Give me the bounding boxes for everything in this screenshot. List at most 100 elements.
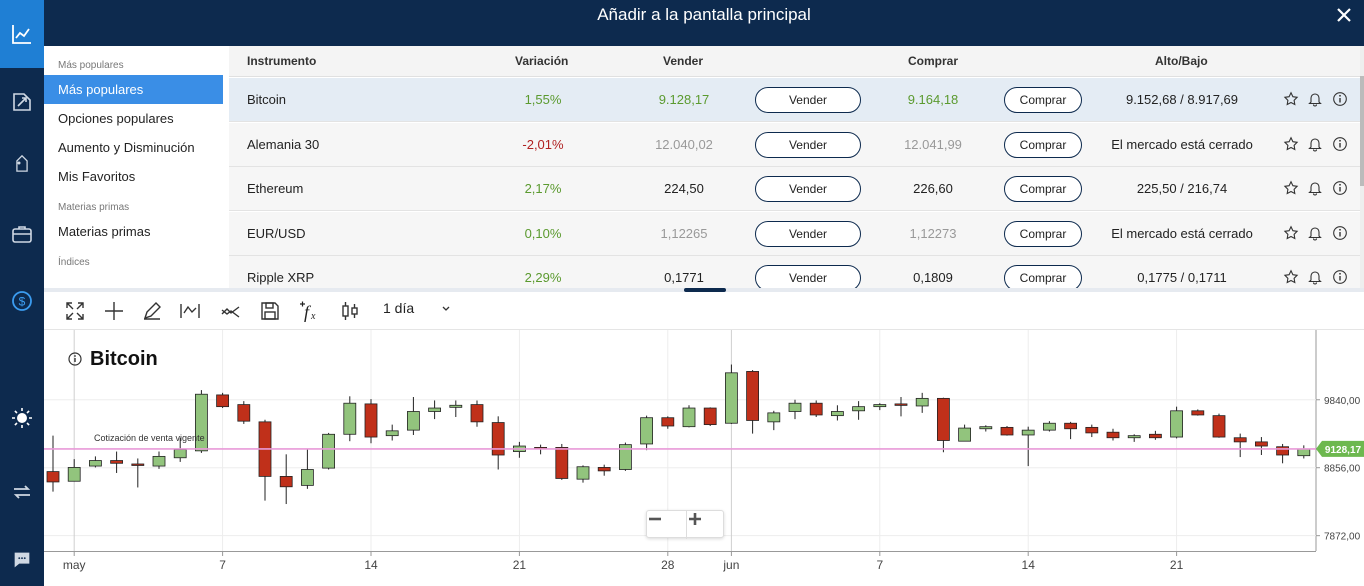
table-row[interactable]: Ethereum 2,17% 224,50 Vender 226,60 Comprar 22… <box>229 167 1360 211</box>
candle-body[interactable] <box>725 372 738 424</box>
candle-body[interactable] <box>746 371 759 421</box>
candle-body[interactable] <box>300 469 314 486</box>
candle-body[interactable] <box>788 402 802 412</box>
favorite-button[interactable] <box>1283 136 1299 152</box>
fullscreen-button[interactable] <box>63 299 87 323</box>
chart-info-button[interactable] <box>68 352 82 366</box>
candle-body[interactable] <box>1043 422 1056 431</box>
alert-button[interactable] <box>1307 180 1323 196</box>
rail-switch-button[interactable] <box>0 470 44 514</box>
rail-portfolio-button[interactable] <box>0 212 44 256</box>
candle-body[interactable] <box>1297 448 1311 457</box>
favorite-button[interactable] <box>1283 225 1299 241</box>
header-instrument[interactable]: Instrumento <box>247 54 317 68</box>
candle-body[interactable] <box>1276 446 1289 456</box>
header-sell[interactable]: Vender <box>663 54 704 68</box>
candle-body[interactable] <box>894 403 908 406</box>
table-row[interactable]: Alemania 30 -2,01% 12.040,02 Vender 12.041,9… <box>229 122 1360 167</box>
sell-button[interactable]: Vender <box>755 131 861 158</box>
rail-funds-button[interactable]: $ <box>0 279 44 323</box>
interval-select[interactable]: 1 día <box>383 300 415 316</box>
buy-button[interactable]: Comprar <box>1004 131 1082 158</box>
candle-body[interactable] <box>237 404 251 422</box>
buy-button[interactable]: Comprar <box>1004 265 1082 288</box>
candle-body[interactable] <box>640 417 653 445</box>
candle-body[interactable] <box>110 460 123 464</box>
indicators-button[interactable] <box>219 299 243 323</box>
sell-button[interactable]: Vender <box>755 87 861 113</box>
candle-body[interactable] <box>1255 441 1268 447</box>
header-highlow[interactable]: Alto/Bajo <box>1155 54 1208 68</box>
zoom-in-button[interactable] <box>686 511 724 539</box>
candle-body[interactable] <box>1085 426 1099 434</box>
candle-body[interactable] <box>597 467 611 472</box>
rail-trades-button[interactable] <box>0 80 44 124</box>
candle-body[interactable] <box>343 402 357 435</box>
scrollbar-thumb[interactable] <box>1360 76 1364 186</box>
table-scrollbar[interactable] <box>1360 46 1364 288</box>
candle-body[interactable] <box>831 411 844 417</box>
candle-body[interactable] <box>216 394 230 408</box>
candle-body[interactable] <box>173 449 187 459</box>
compare-button[interactable] <box>338 299 362 323</box>
sell-button[interactable]: Vender <box>755 220 861 247</box>
candle-body[interactable] <box>1064 422 1077 430</box>
candle-body[interactable] <box>1149 433 1162 439</box>
category-item[interactable]: Aumento y Disminución <box>58 140 195 155</box>
alert-button[interactable] <box>1307 269 1323 285</box>
candle-body[interactable] <box>152 455 166 467</box>
category-item[interactable]: Más populares <box>44 75 223 104</box>
candle-body[interactable] <box>1170 410 1183 438</box>
candle-body[interactable] <box>470 404 484 423</box>
candle-body[interactable] <box>364 403 378 438</box>
header-buy[interactable]: Comprar <box>908 54 959 68</box>
candle-body[interactable] <box>619 444 632 470</box>
candle-body[interactable] <box>279 476 293 488</box>
candle-body[interactable] <box>89 460 102 467</box>
rail-tag-button[interactable] <box>0 144 44 188</box>
candle-body[interactable] <box>46 471 60 483</box>
alert-button[interactable] <box>1307 91 1323 107</box>
alert-button[interactable] <box>1307 136 1323 152</box>
candle-body[interactable] <box>1127 435 1141 439</box>
favorite-button[interactable] <box>1283 91 1299 107</box>
rail-chat-button[interactable] <box>0 538 44 582</box>
instrument-info-button[interactable] <box>1332 91 1348 107</box>
table-row[interactable]: Bitcoin 1,55% 9.128,17 Vender 9.164,18 Compra… <box>229 78 1360 122</box>
candle-body[interactable] <box>1021 429 1035 436</box>
candle-body[interactable] <box>703 407 717 426</box>
candle-body[interactable] <box>873 404 887 408</box>
favorite-button[interactable] <box>1283 180 1299 196</box>
interval-dropdown[interactable] <box>439 301 453 315</box>
candle-body[interactable] <box>958 427 971 442</box>
crosshair-button[interactable] <box>102 299 126 323</box>
candlestick-chart[interactable]: 9840,00 8856,00 7872,00 may 7 14 21 28 jun 7 14 21 C… <box>44 330 1364 586</box>
buy-button[interactable]: Comprar <box>1004 220 1082 247</box>
resize-handle[interactable] <box>684 288 726 292</box>
sell-button[interactable]: Vender <box>755 265 861 288</box>
candle-body[interactable] <box>1000 426 1014 436</box>
candle-body[interactable] <box>67 467 81 482</box>
buy-button[interactable]: Comprar <box>1004 176 1082 202</box>
zoom-out-button[interactable] <box>647 511 685 539</box>
candle-body[interactable] <box>385 430 399 437</box>
candle-body[interactable] <box>194 393 208 452</box>
close-button[interactable] <box>1334 5 1354 25</box>
candle-body[interactable] <box>1106 431 1120 439</box>
instrument-info-button[interactable] <box>1332 180 1348 196</box>
candle-body[interactable] <box>852 406 865 412</box>
candle-body[interactable] <box>322 433 336 469</box>
candle-body[interactable] <box>131 463 145 466</box>
candle-body[interactable] <box>449 404 463 408</box>
category-item[interactable]: Mis Favoritos <box>58 169 136 184</box>
candle-body[interactable] <box>1191 410 1205 416</box>
candle-body[interactable] <box>661 417 675 427</box>
rail-chart-button[interactable] <box>0 0 44 68</box>
favorite-button[interactable] <box>1283 269 1299 285</box>
save-button[interactable] <box>258 299 282 323</box>
candle-body[interactable] <box>979 426 993 430</box>
sell-button[interactable]: Vender <box>755 176 861 202</box>
alert-button[interactable] <box>1307 225 1323 241</box>
header-change[interactable]: Variación <box>515 54 569 68</box>
